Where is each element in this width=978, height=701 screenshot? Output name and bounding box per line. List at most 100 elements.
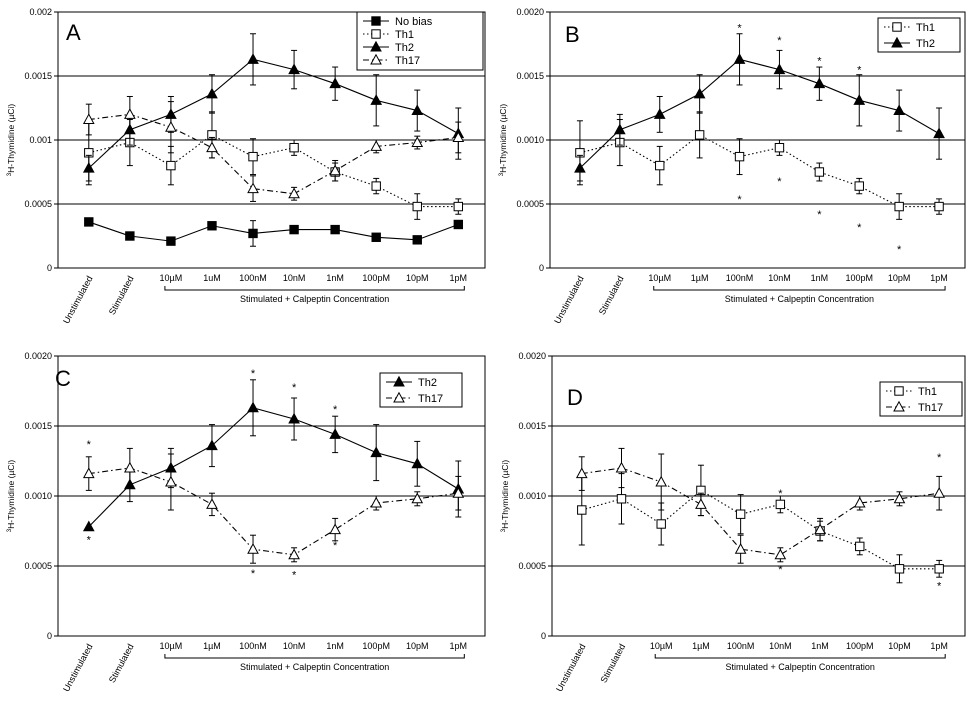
data-point — [329, 77, 341, 89]
significance-asterisk: * — [333, 404, 338, 416]
significance-asterisk: * — [817, 56, 822, 68]
panel-d: 0 0.0005 0.0010 0.0015 0.0020 3H-Thymidine (µ… — [500, 351, 966, 693]
data-point — [452, 131, 465, 142]
x-tick-label: 10pM — [406, 641, 429, 651]
y-tick-label: 0.0005 — [24, 199, 52, 209]
series-th1 — [577, 464, 944, 584]
y-tick-label: 0.0005 — [518, 561, 546, 571]
series-th1 — [575, 111, 944, 220]
legend-box — [877, 17, 961, 53]
data-point — [774, 142, 785, 153]
x-tick-label: 10nM — [283, 273, 306, 283]
panel-label: C — [55, 366, 71, 391]
data-point — [933, 127, 945, 139]
y-tick-label: 0.0010 — [24, 491, 52, 501]
data-point — [82, 161, 95, 173]
y-tick-label: 0.0005 — [516, 199, 544, 209]
bracket-label: Stimulated + Calpeptin Concentration — [240, 662, 389, 672]
legend-marker — [893, 400, 905, 412]
data-point — [734, 151, 745, 162]
legend-label: No bias — [395, 16, 433, 28]
significance-asterisk: * — [251, 368, 256, 380]
x-tick-label: Stimulated — [107, 642, 136, 684]
x-tick-label: Stimulated — [597, 274, 626, 316]
x-tick-label: Unstimulated — [61, 274, 94, 325]
legend-label: Th17 — [395, 55, 420, 67]
data-point — [84, 217, 94, 227]
x-tick-label: 1pM — [930, 273, 948, 283]
x-tick-label: 1nM — [811, 641, 829, 651]
significance-asterisk: * — [897, 244, 902, 256]
data-point — [206, 87, 218, 99]
x-tick-label: 1µM — [692, 641, 710, 651]
data-point — [370, 94, 383, 105]
x-tick-label: 10µM — [650, 641, 673, 651]
data-point — [247, 53, 259, 64]
significance-asterisk: * — [333, 540, 338, 552]
data-point — [934, 201, 944, 212]
legend-label: Th1 — [918, 386, 937, 398]
y-axis-label-text: H-Thymidine (µCi) — [6, 104, 16, 173]
significance-asterisk: * — [817, 209, 822, 221]
data-point — [655, 160, 665, 171]
x-tick-label: 10pM — [888, 641, 911, 651]
series-line — [88, 113, 459, 195]
data-point — [695, 498, 707, 509]
legend-marker — [894, 386, 904, 396]
y-tick-label: 0 — [541, 631, 546, 641]
legend: Th2 Th17 — [379, 372, 463, 408]
y-tick-label: 0.0015 — [24, 71, 52, 81]
y-tick-label: 0.001 — [29, 135, 52, 145]
data-point — [247, 542, 259, 554]
data-point — [248, 151, 258, 162]
data-point — [289, 142, 299, 153]
panel-b: 0 0.0005 0.0010 0.0015 0.0020 3H-Thymidine (µ… — [498, 7, 966, 325]
data-point — [207, 221, 217, 231]
significance-asterisk: * — [292, 569, 297, 581]
y-axis-label-superscript: 3 — [501, 528, 507, 532]
bracket — [654, 654, 946, 659]
panel-label: A — [66, 20, 81, 45]
panel-label: D — [567, 385, 583, 410]
x-tick-label: Stimulated — [598, 642, 627, 684]
x-tick-label: 100pM — [362, 641, 390, 651]
legend-box — [879, 381, 963, 417]
data-point — [814, 523, 826, 535]
series-th17 — [575, 447, 946, 564]
data-point — [453, 219, 464, 230]
legend-marker — [891, 36, 903, 48]
significance-asterisk: * — [777, 176, 782, 188]
x-tick-label: 1pM — [450, 641, 468, 651]
x-tick-label: 1µM — [691, 273, 709, 283]
y-tick-label: 0.0010 — [518, 491, 546, 501]
y-tick-label: 0.0020 — [24, 351, 52, 361]
series-line — [88, 221, 459, 242]
series-line — [88, 58, 459, 169]
series-line — [579, 134, 940, 208]
x-tick-label: 10µM — [648, 273, 671, 283]
data-point — [854, 181, 864, 191]
legend-label: Th2 — [395, 42, 414, 54]
legend-marker — [370, 53, 382, 65]
panel-c: 0 0.0005 0.0010 0.0015 0.0020 3H-Thymidine (µ… — [6, 351, 486, 693]
data-point — [370, 140, 383, 151]
data-point — [371, 232, 381, 242]
data-point — [734, 542, 747, 554]
significance-asterisk: * — [737, 194, 742, 206]
series-line — [88, 407, 459, 528]
y-tick-label: 0 — [539, 263, 544, 273]
data-point — [613, 123, 626, 135]
y-axis-label: 3H-Thymidine (µCi) — [6, 104, 16, 177]
data-point — [574, 161, 586, 173]
x-tick-label: 10nM — [769, 641, 792, 651]
data-point — [453, 201, 464, 212]
significance-asterisk: * — [937, 581, 942, 593]
data-point — [288, 412, 300, 424]
series-th17 — [82, 447, 465, 564]
bracket — [164, 654, 465, 659]
bracket-label: Stimulated + Calpeptin Concentration — [726, 662, 875, 672]
data-point — [371, 181, 381, 191]
y-axis-label-text: H-Thymidine (µCi) — [498, 104, 508, 173]
series-th1 — [84, 111, 464, 220]
data-point — [288, 63, 300, 75]
